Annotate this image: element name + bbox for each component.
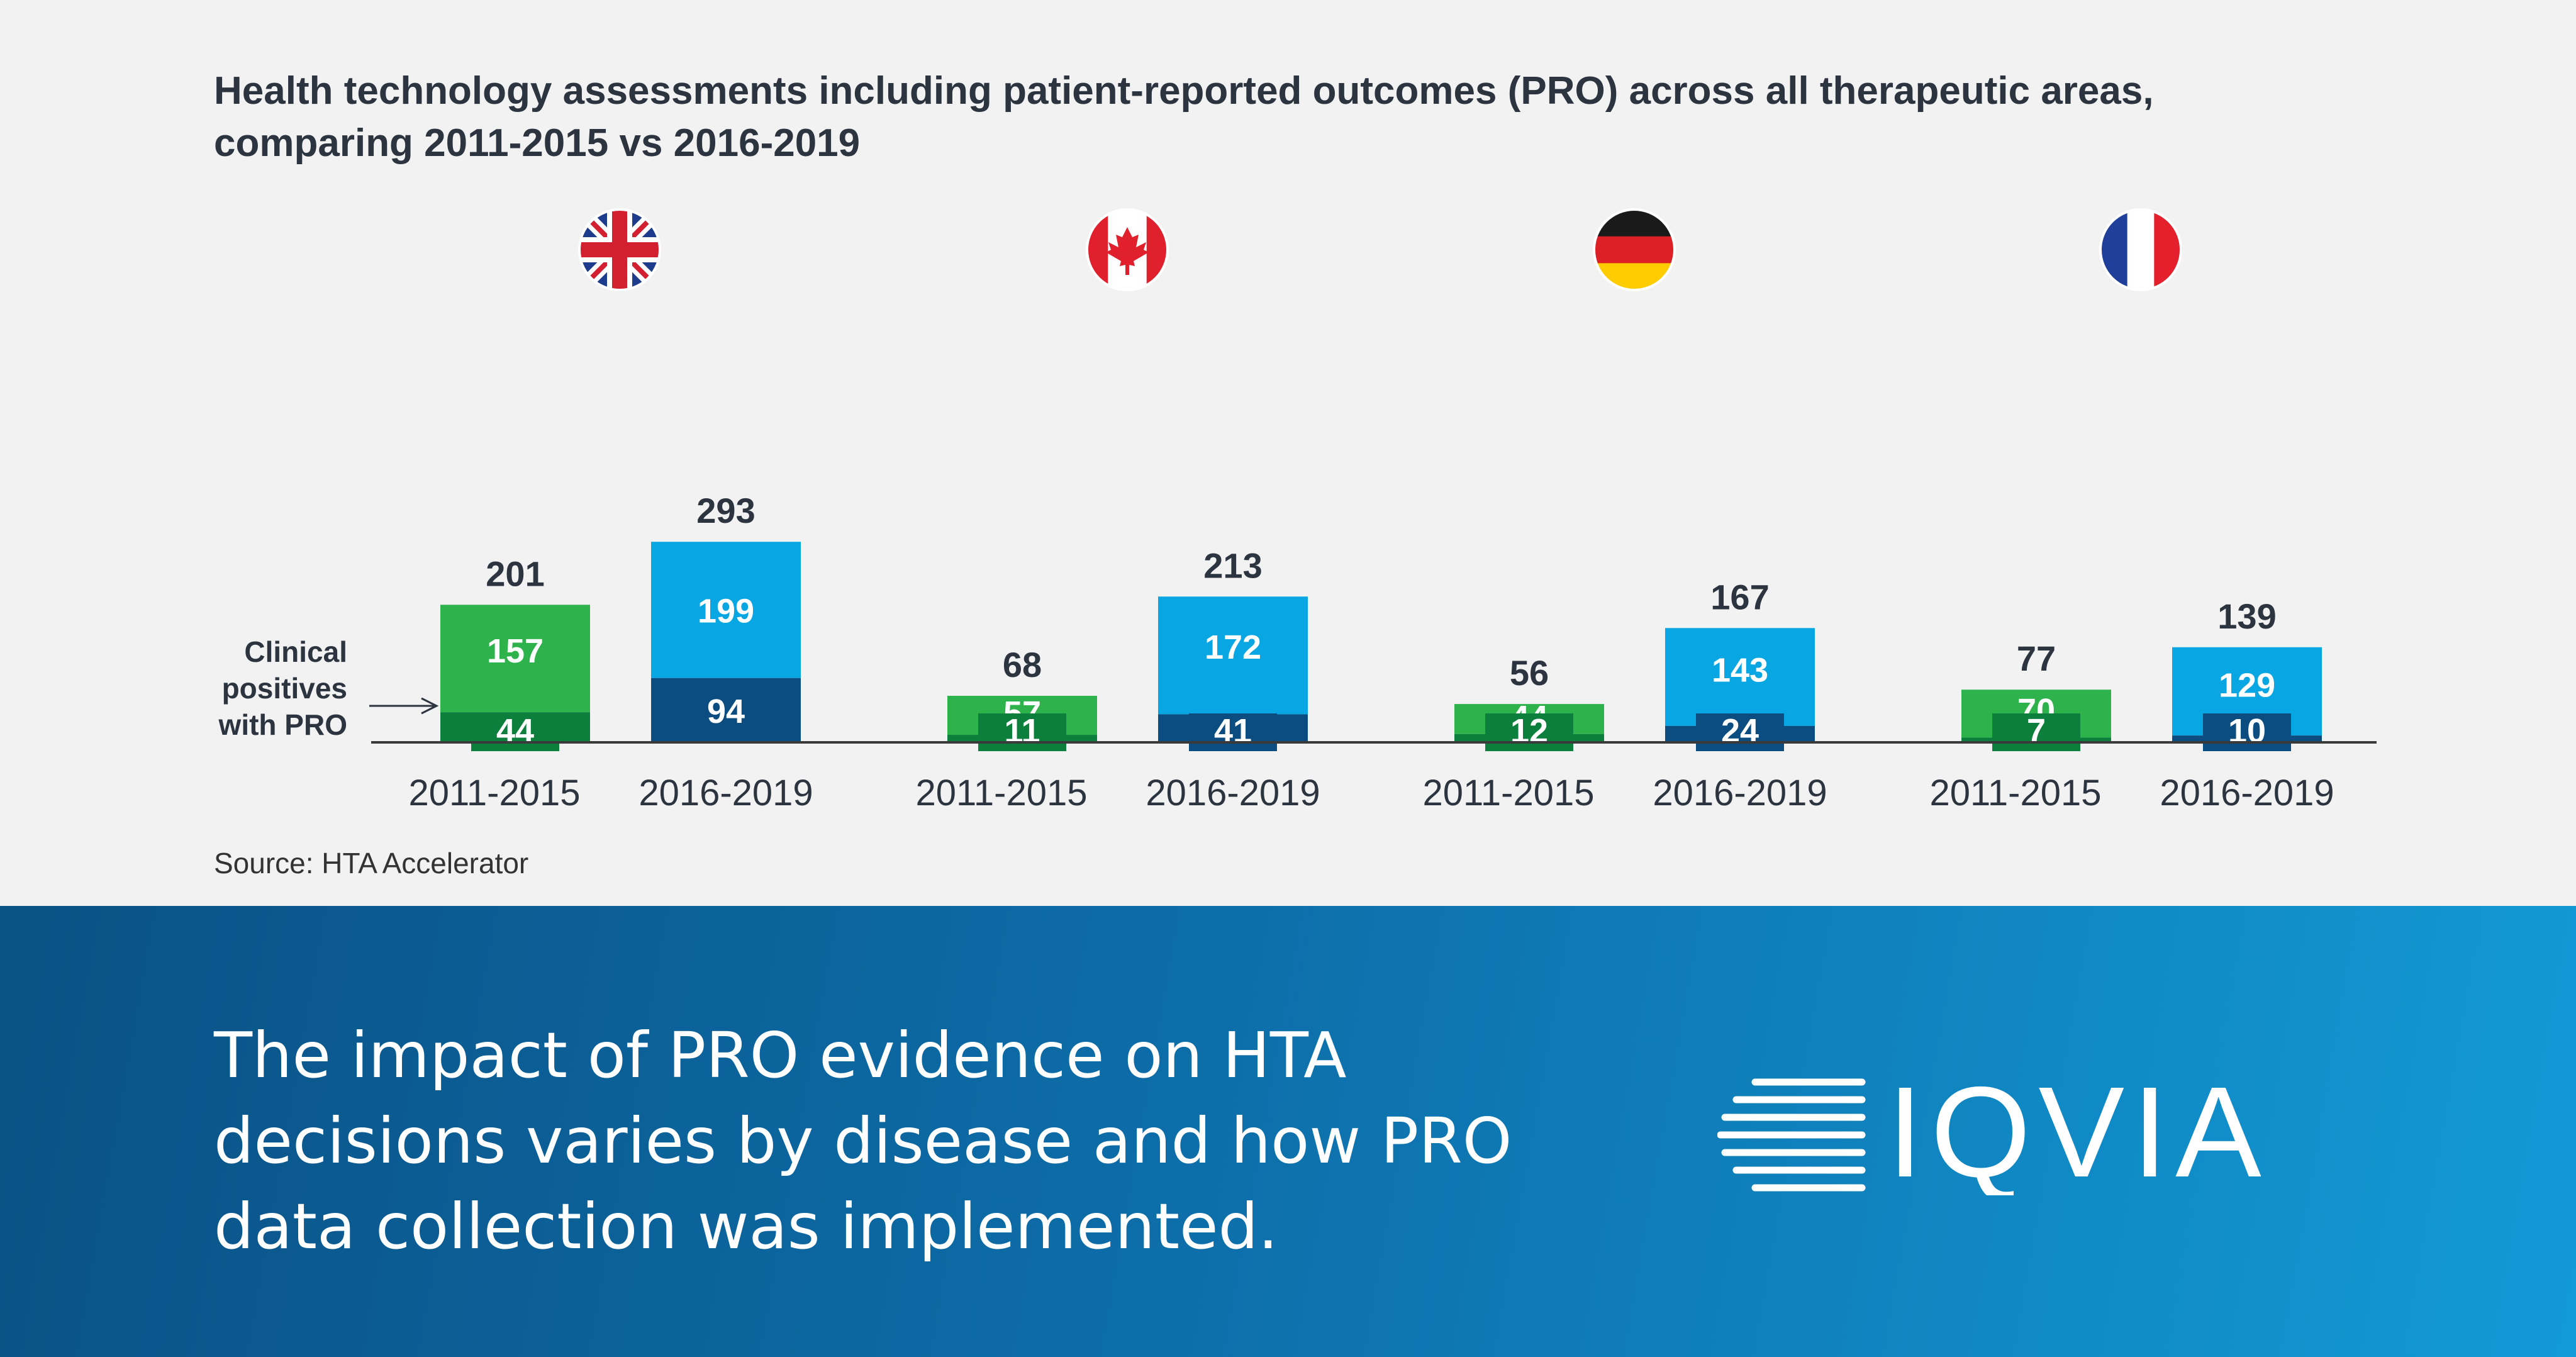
lower-label-tab-2-1 (1696, 713, 1784, 751)
chart-title-line-1: Health technology assessments including … (214, 69, 2154, 113)
lower-label-1-1: 41 (1214, 712, 1252, 750)
lower-label-3-1: 10 (2228, 712, 2266, 750)
x-tick-label-1-0: 2011-2015 (915, 773, 1087, 813)
lower-label-tab-1-1 (1189, 713, 1277, 751)
lower-label-1-0: 11 (1004, 712, 1040, 750)
total-label-3-1: 139 (2217, 596, 2276, 636)
x-tick-label-3-0: 2011-2015 (1929, 773, 2101, 813)
chart-title-line-2: comparing 2011-2015 vs 2016-2019 (214, 121, 860, 165)
lower-label-2-0: 12 (1510, 712, 1548, 750)
bar-upper-0-0 (440, 605, 590, 713)
x-tick-label-1-1: 2016-2019 (1146, 773, 1320, 813)
chart-panel: Health technology assessments including … (214, 69, 2377, 880)
lower-label-tab-1-0 (978, 713, 1066, 751)
lower-label-0-0: 44 (496, 712, 534, 750)
uk-flag-icon (578, 208, 661, 291)
total-label-0-1: 293 (696, 491, 755, 530)
germany-flag-icon (1593, 208, 1676, 291)
clinical-positives-annotation: Clinical positives with PRO (218, 635, 439, 741)
banner-tagline: The impact of PRO evidence on HTA decisi… (214, 1019, 1512, 1263)
footer-banner (0, 906, 2576, 1357)
total-label-0-0: 201 (486, 554, 544, 593)
upper-label-0-1: 199 (698, 592, 754, 630)
x-tick-label-2-0: 2011-2015 (1422, 773, 1594, 813)
lower-label-2-1: 24 (1721, 712, 1759, 750)
x-tick-label-3-1: 2016-2019 (2160, 773, 2334, 813)
annotation-line-1: Clinical (244, 635, 347, 668)
upper-label-2-1: 143 (1712, 652, 1768, 690)
annotation-line-2: positives (222, 672, 347, 705)
lower-label-3-0: 7 (2027, 712, 2046, 750)
total-label-1-1: 213 (1203, 545, 1262, 585)
iqvia-wordmark: IQVIA (1887, 1069, 2269, 1195)
total-label-2-0: 56 (1510, 653, 1549, 693)
bar-upper-1-1 (1158, 596, 1308, 715)
lower-label-tab-3-0 (1992, 713, 2080, 751)
total-label-3-0: 77 (2017, 639, 2056, 678)
stacked-bar-chart: Health technology assessments including … (214, 69, 2377, 880)
bar-upper-2-1 (1665, 628, 1815, 726)
lower-label-tab-0-0 (471, 713, 559, 751)
bar-lower-0-1 (651, 678, 801, 742)
france-flag-icon (2099, 208, 2182, 291)
lower-label-tab-3-1 (2203, 713, 2291, 751)
iqvia-speed-lines-icon (1717, 1078, 1866, 1192)
bars-layer: 201157442011-2015293199942016-2019685711… (408, 208, 2334, 813)
upper-label-1-1: 172 (1205, 628, 1261, 666)
x-tick-label-0-0: 2011-2015 (408, 773, 580, 813)
upper-label-0-0: 157 (487, 632, 544, 670)
upper-label-3-1: 129 (2219, 667, 2275, 705)
source-note: Source: HTA Accelerator (214, 847, 528, 880)
x-tick-label-0-1: 2016-2019 (638, 773, 813, 813)
x-tick-label-2-1: 2016-2019 (1653, 773, 1827, 813)
canada-flag-icon (1086, 208, 1169, 291)
total-label-2-1: 167 (1710, 577, 1769, 617)
bar-upper-0-1 (651, 542, 801, 678)
lower-label-tab-2-0 (1485, 713, 1573, 751)
total-label-1-0: 68 (1003, 645, 1042, 684)
lower-label-0-1: 94 (707, 693, 745, 730)
annotation-line-3: with PRO (218, 708, 347, 741)
iqvia-logo: IQVIA (1717, 1069, 2269, 1195)
annotation-arrow-icon (369, 697, 439, 715)
